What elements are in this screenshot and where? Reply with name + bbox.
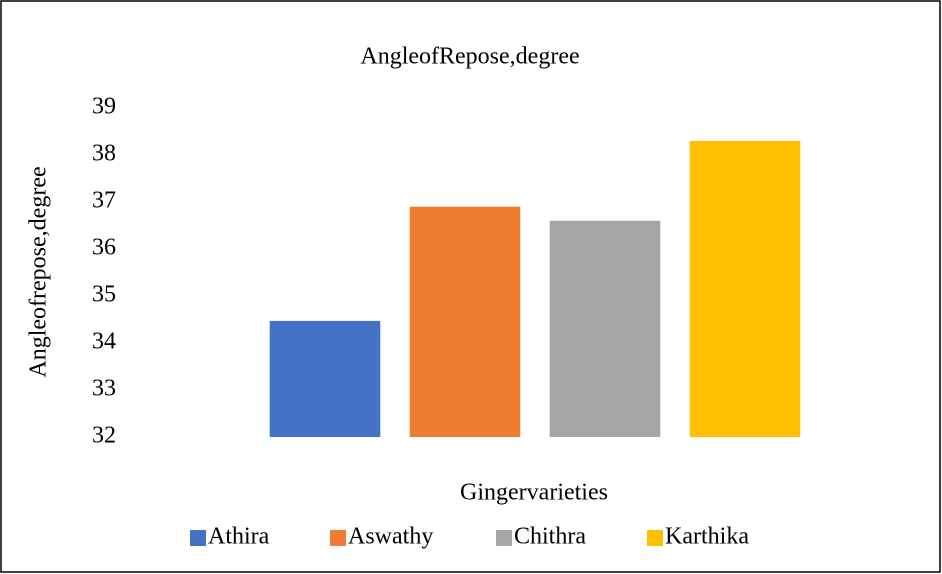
y-tick-label: 39 <box>92 94 116 120</box>
legend-swatch <box>647 530 663 546</box>
legend-label: Chithra <box>514 524 586 550</box>
y-tick-label: 36 <box>92 235 116 261</box>
bar <box>689 140 801 437</box>
y-tick-label: 32 <box>92 423 116 449</box>
x-axis-label: Gingervarieties <box>460 480 608 506</box>
y-axis-label: Angleofrepose,degree <box>26 166 52 377</box>
y-tick-label: 38 <box>92 141 116 167</box>
legend-swatch <box>496 530 512 546</box>
bar <box>269 320 381 437</box>
y-tick-label: 37 <box>92 188 116 214</box>
legend-swatch <box>330 530 346 546</box>
y-tick-label: 35 <box>92 282 116 308</box>
chart-title: AngleofRepose,degree <box>360 44 579 70</box>
legend-swatch <box>190 530 206 546</box>
bar <box>409 206 521 437</box>
bar <box>549 220 661 437</box>
y-tick-label: 34 <box>92 329 116 355</box>
legend-label: Karthika <box>665 524 749 550</box>
y-tick-label: 33 <box>92 376 116 402</box>
legend-label: Aswathy <box>348 524 433 550</box>
legend-label: Athira <box>208 524 270 550</box>
